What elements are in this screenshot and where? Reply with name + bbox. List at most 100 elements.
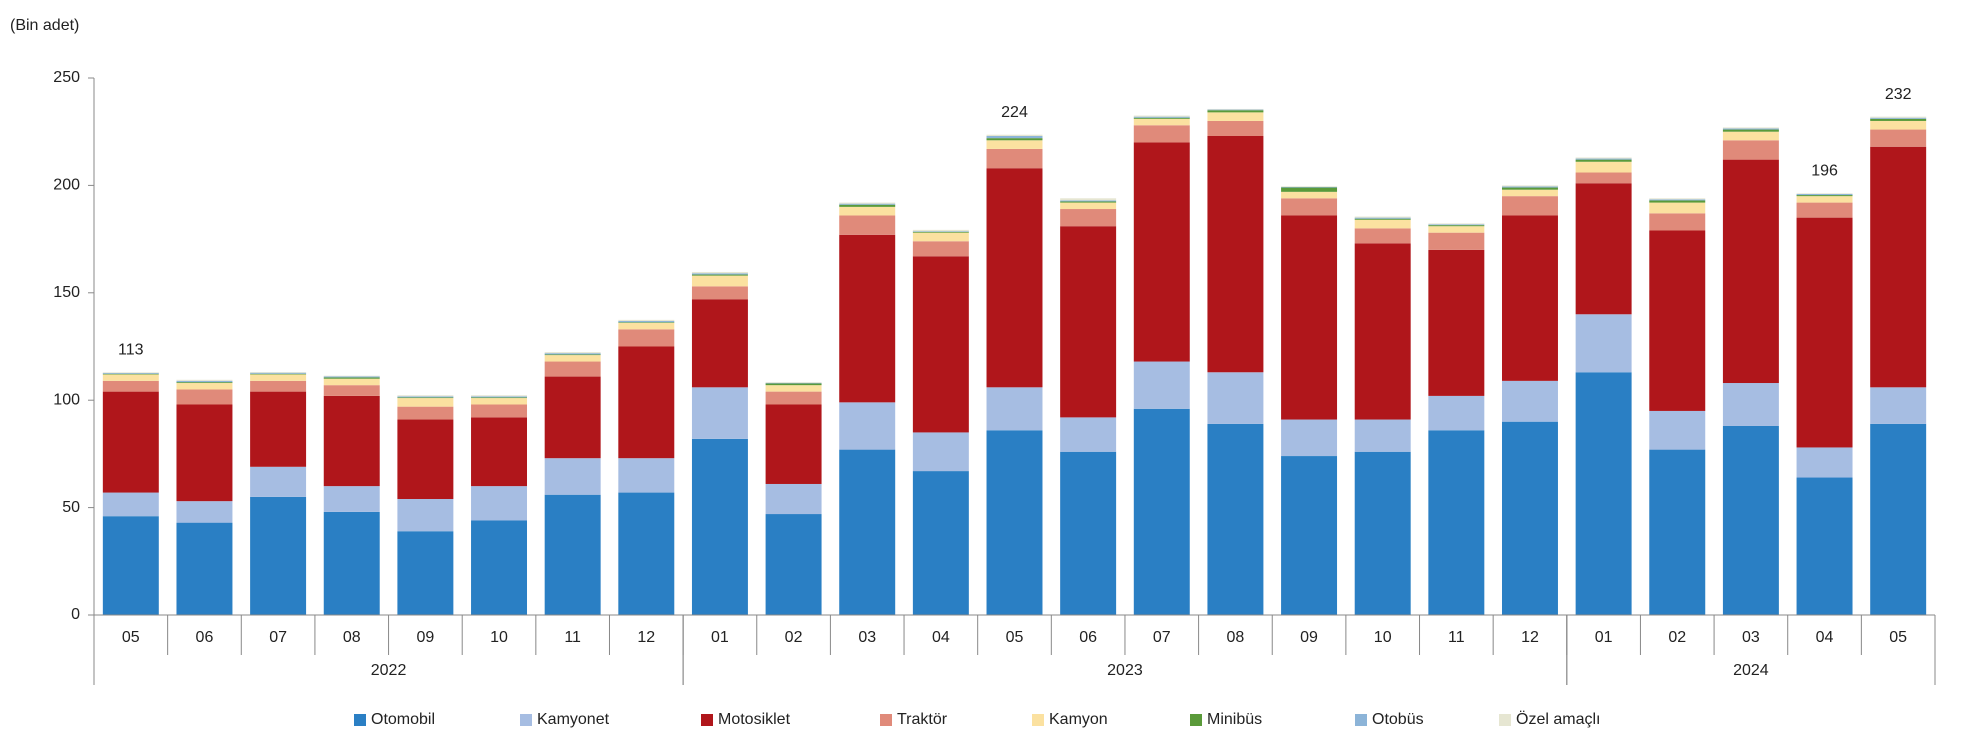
bar-segment <box>1281 191 1338 199</box>
bar-segment <box>397 397 454 399</box>
bar-segment <box>1133 361 1190 409</box>
bar-segment <box>323 376 380 378</box>
bar-segment <box>250 466 307 497</box>
bar-segment <box>839 203 896 205</box>
y-tick-label: 250 <box>53 69 80 86</box>
bar-segment <box>1501 421 1558 615</box>
bar-segment <box>250 374 307 381</box>
bar-segment <box>102 516 159 615</box>
bar-segment <box>471 395 528 397</box>
bar-segment <box>1796 193 1853 196</box>
legend-swatch <box>880 714 892 726</box>
bar-segment <box>1354 243 1411 420</box>
bar-segment <box>986 168 1043 388</box>
bar-segment <box>1060 198 1117 201</box>
bar-segment <box>691 299 748 388</box>
bar-segment <box>102 373 159 375</box>
bar-segment <box>1796 447 1853 478</box>
bar-segment <box>1722 383 1779 426</box>
bar-segment <box>1428 223 1485 225</box>
bar-segment <box>1060 417 1117 452</box>
bar-segment <box>1207 120 1264 136</box>
total-label: 196 <box>1811 163 1838 180</box>
bar-segment <box>912 231 969 233</box>
x-tick-label: 01 <box>1595 629 1613 646</box>
bar-segment <box>1575 172 1632 184</box>
x-tick-label: 08 <box>343 629 361 646</box>
bar-segment <box>765 404 822 484</box>
bar-segment <box>618 322 675 323</box>
bar-segment <box>839 206 896 216</box>
legend-swatch <box>354 714 366 726</box>
bar-segment <box>544 361 601 377</box>
legend-label: Otobüs <box>1372 711 1424 728</box>
bar-segment <box>1060 201 1117 203</box>
legend-label: Kamyonet <box>537 711 610 728</box>
bar-segment <box>1207 372 1264 424</box>
bar-segment <box>323 378 380 386</box>
y-tick-label: 0 <box>71 606 80 623</box>
bar-segment <box>250 496 307 615</box>
bar-segment <box>1649 410 1706 450</box>
bar-segment <box>471 398 528 405</box>
bar-segment <box>397 499 454 532</box>
bar-segment <box>1428 395 1485 431</box>
bar-segment <box>102 391 159 493</box>
x-group-label: 2022 <box>371 662 407 679</box>
x-tick-label: 06 <box>196 629 214 646</box>
bar-segment <box>1281 419 1338 457</box>
bar-segment <box>1428 430 1485 615</box>
legend-label: Minibüs <box>1207 711 1262 728</box>
bar-segment <box>471 520 528 615</box>
bar-segment <box>1428 249 1485 396</box>
bar-segment <box>618 322 675 330</box>
bar-segment <box>102 492 159 517</box>
bar-segment <box>986 138 1043 141</box>
bar-segment <box>1354 218 1411 220</box>
bar-segment <box>471 396 528 398</box>
x-tick-label: 05 <box>122 629 140 646</box>
bar-segment <box>397 395 454 397</box>
bar-segment <box>397 531 454 615</box>
bar-segment <box>250 372 307 374</box>
bar-segment <box>1354 216 1411 218</box>
bar-segment <box>1354 217 1411 219</box>
total-label: 232 <box>1885 86 1912 103</box>
total-label: 224 <box>1001 104 1028 121</box>
bar-segment <box>397 419 454 500</box>
bar-segment <box>1796 196 1853 203</box>
bar-segment <box>323 385 380 396</box>
x-tick-label: 12 <box>637 629 655 646</box>
bar-segment <box>1649 198 1706 200</box>
bar-segment <box>1722 131 1779 141</box>
bar-segment <box>544 353 601 355</box>
bar-segment <box>176 383 233 390</box>
bar-segment <box>765 382 822 384</box>
bar-segment <box>839 204 896 207</box>
bar-segment <box>1281 198 1338 216</box>
bar-segment <box>1207 109 1264 111</box>
bar-segment <box>986 140 1043 149</box>
bar-segment <box>1796 202 1853 218</box>
bar-segment <box>1870 146 1927 388</box>
bar-segment <box>986 387 1043 431</box>
bar-segment <box>765 382 822 383</box>
bar-segment <box>1133 117 1190 119</box>
bar-segment <box>397 396 454 398</box>
bar-segment <box>1501 215 1558 381</box>
bar-segment <box>1649 213 1706 231</box>
x-tick-label: 07 <box>1153 629 1171 646</box>
bar-segment <box>1207 108 1264 110</box>
bar-segment <box>1060 200 1117 202</box>
bar-segment <box>1722 159 1779 384</box>
bar-segment <box>1133 118 1190 126</box>
bar-segment <box>323 395 380 487</box>
bar-segment <box>1501 196 1558 216</box>
bar-segment <box>544 354 601 356</box>
x-tick-label: 09 <box>1300 629 1318 646</box>
x-tick-label: 02 <box>785 629 803 646</box>
bar-segment <box>1649 200 1706 203</box>
bar-segment <box>1207 423 1264 615</box>
bar-segment <box>1575 183 1632 315</box>
bar-segment <box>176 522 233 615</box>
